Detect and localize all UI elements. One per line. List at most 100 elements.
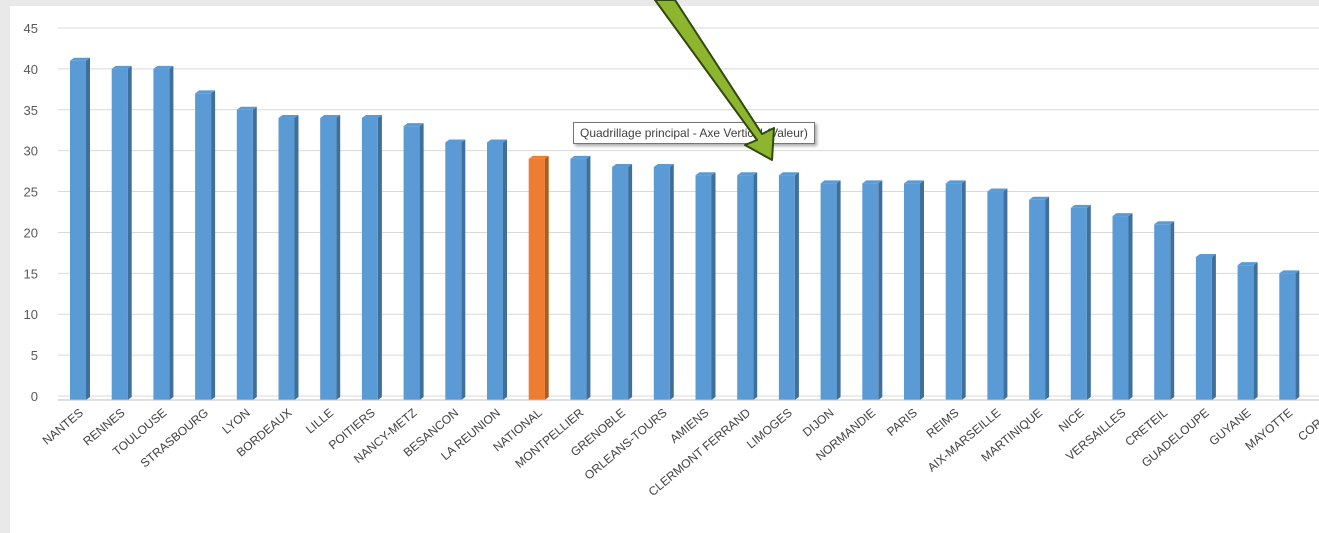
bar-top — [528, 155, 549, 159]
bar-side — [1003, 188, 1008, 400]
bar-nice[interactable] — [1070, 204, 1091, 400]
bar-la-reunion[interactable] — [487, 139, 507, 400]
bar-grenoble[interactable] — [612, 164, 633, 400]
bar-versailles[interactable] — [1112, 213, 1133, 400]
bar-side — [1170, 221, 1175, 400]
bar-mayotte[interactable] — [1279, 270, 1300, 400]
bar-front — [1195, 256, 1212, 400]
bar-orleans-tours[interactable] — [653, 164, 674, 400]
bar-limoges[interactable] — [778, 172, 799, 400]
bar-side — [794, 172, 799, 400]
bar-aix-marseille[interactable] — [987, 188, 1008, 400]
y-tick-label: 5 — [31, 348, 38, 363]
bar-top — [195, 90, 216, 94]
bar-front — [320, 117, 337, 400]
x-category-label: PARIS — [884, 406, 920, 439]
bar-top — [945, 180, 966, 184]
bar-front — [987, 191, 1004, 400]
bar-side — [1128, 213, 1133, 400]
y-tick-label: 45 — [24, 21, 38, 36]
bar-amiens[interactable] — [695, 172, 716, 400]
bar-side — [961, 180, 966, 400]
y-tick-label: 30 — [24, 144, 38, 159]
bar-side — [377, 114, 382, 400]
bar-top — [612, 164, 633, 168]
y-tick-label: 20 — [24, 225, 38, 240]
bar-montpellier[interactable] — [570, 155, 591, 400]
bar-clermont-ferrand[interactable] — [737, 172, 758, 400]
bar-top — [1195, 253, 1216, 257]
bar-front — [1029, 199, 1046, 400]
bar-guadeloupe[interactable] — [1195, 253, 1216, 400]
bar-top — [1237, 262, 1258, 266]
bar-top — [1070, 204, 1091, 208]
bar-front — [111, 68, 128, 400]
bar-poitiers[interactable] — [361, 114, 382, 400]
bar-top — [778, 172, 799, 176]
bar-nancy-metz[interactable] — [403, 123, 424, 400]
bar-side — [1211, 253, 1216, 400]
bar-toulouse[interactable] — [153, 65, 174, 400]
y-tick-label: 25 — [24, 185, 38, 200]
bar-side — [211, 90, 216, 400]
bar-top — [403, 123, 424, 127]
bar-top — [1029, 196, 1050, 200]
chart-area[interactable]: 0 5 10 15 20 25 30 35 40 45 NANTES RENNES TOULOUSE S… — [10, 6, 1319, 533]
bar-normandie[interactable] — [862, 180, 883, 400]
bar-front — [862, 183, 879, 400]
bar-side — [461, 139, 466, 400]
bar-front — [1070, 207, 1087, 400]
bar-side — [294, 114, 299, 400]
bar-front — [653, 167, 670, 400]
bars — [70, 57, 1300, 401]
gridline-tooltip: Quadrillage principal - Axe Vertical (Va… — [573, 122, 815, 144]
bar-front — [1237, 265, 1254, 400]
bar-paris[interactable] — [904, 180, 924, 400]
bar-top — [820, 180, 841, 184]
bar-chart[interactable]: 0 5 10 15 20 25 30 35 40 45 NANTESRENNESTOULOUSES… — [10, 6, 1319, 533]
bar-reims[interactable] — [945, 180, 966, 400]
bar-strasbourg[interactable] — [195, 90, 216, 400]
bar-lyon[interactable] — [236, 106, 257, 401]
bar-side — [1253, 262, 1258, 400]
bar-front — [403, 126, 420, 400]
bar-front — [1112, 216, 1129, 400]
bar-martinique[interactable] — [1029, 196, 1050, 400]
bar-front — [945, 183, 962, 400]
x-category-label: AIX-MARSEILLE — [925, 406, 1003, 475]
bar-creteil[interactable] — [1154, 221, 1175, 400]
y-tick-label: 35 — [24, 103, 38, 118]
bar-front — [445, 142, 462, 400]
y-tick-label: 15 — [24, 266, 38, 281]
bar-side — [669, 164, 674, 400]
bar-top — [236, 106, 257, 110]
bar-top — [320, 114, 341, 118]
bar-nantes[interactable] — [70, 57, 90, 400]
x-category-label: REIMS — [924, 406, 962, 441]
x-category-label: DIJON — [800, 406, 837, 440]
x-category-label: CORSE — [1295, 406, 1319, 444]
bar-side — [836, 180, 841, 400]
bar-dijon[interactable] — [820, 180, 841, 400]
bar-side — [336, 114, 341, 400]
bar-front — [778, 175, 795, 400]
bar-lille[interactable] — [320, 114, 341, 400]
bar-national[interactable] — [528, 155, 549, 400]
bar-front — [904, 183, 920, 400]
bar-guyane[interactable] — [1237, 262, 1258, 400]
bar-top — [278, 114, 299, 118]
bar-top — [445, 139, 466, 143]
bar-top — [1112, 213, 1133, 217]
bar-bordeaux[interactable] — [278, 114, 299, 400]
bar-besancon[interactable] — [445, 139, 466, 400]
bar-top — [737, 172, 758, 176]
bar-side — [920, 180, 924, 400]
bar-top — [1279, 270, 1300, 274]
bar-front — [153, 68, 170, 400]
bar-rennes[interactable] — [111, 65, 132, 400]
bar-top — [153, 65, 174, 69]
bar-front — [487, 142, 503, 400]
x-category-label: LYON — [219, 406, 252, 437]
bar-front — [361, 117, 378, 400]
